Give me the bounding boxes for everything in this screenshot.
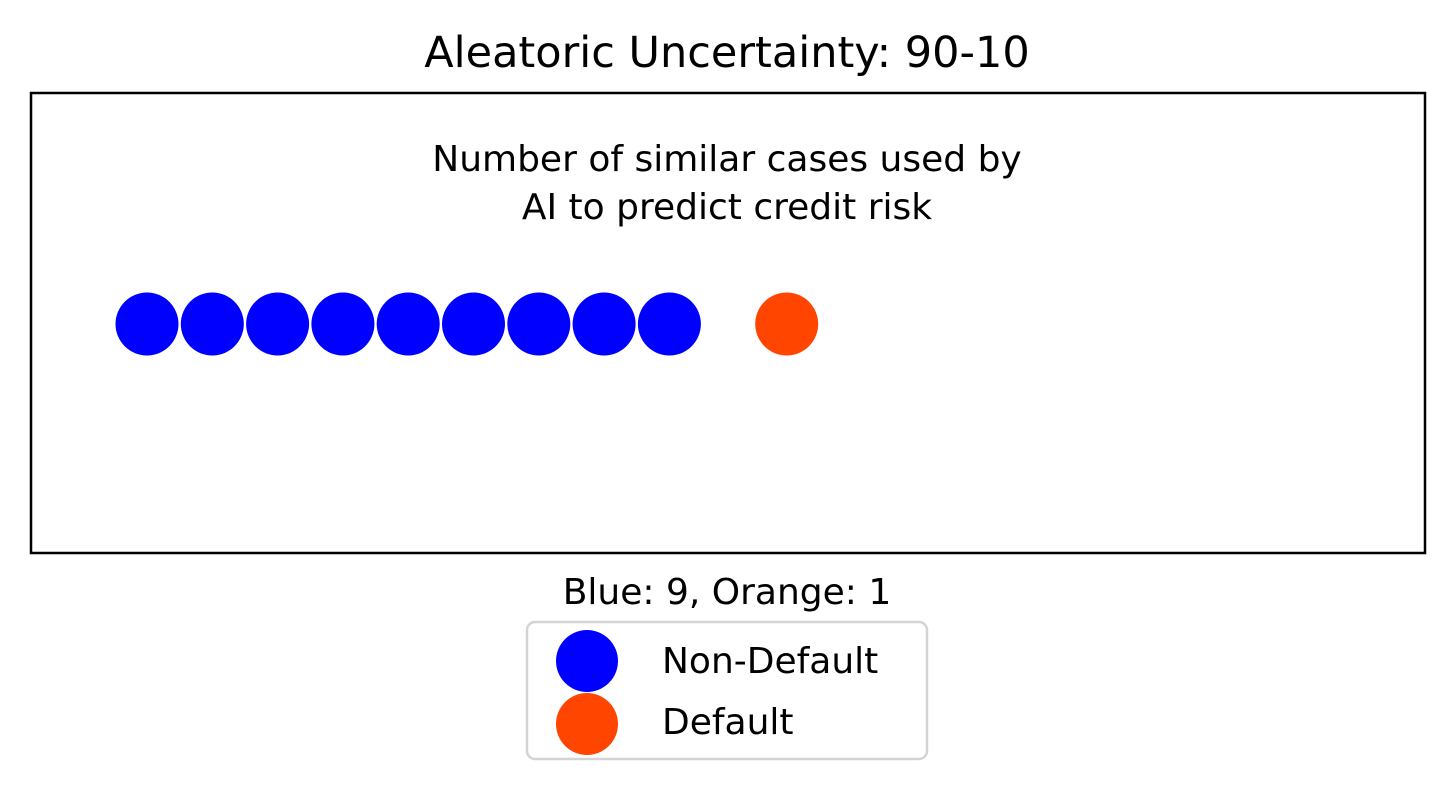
data-points — [115, 292, 819, 356]
legend: Non-Default Default — [525, 620, 929, 761]
annotation-line-1: Number of similar cases used by — [432, 139, 1021, 180]
x-axis-label: Blue: 9, Orange: 1 — [563, 572, 892, 613]
chart-title: Aleatoric Uncertainty: 90-10 — [424, 28, 1029, 78]
point-non-default-9 — [637, 292, 701, 356]
annotation-line-2: AI to predict credit risk — [522, 187, 932, 228]
legend-label-non-default: Non-Default — [662, 641, 878, 682]
point-non-default-6 — [442, 292, 505, 356]
legend-marker-default — [556, 693, 618, 755]
point-non-default-2 — [180, 292, 244, 356]
legend-frame — [525, 620, 929, 761]
point-non-default-7 — [507, 292, 571, 356]
point-non-default-5 — [376, 292, 440, 356]
point-non-default-3 — [246, 292, 310, 356]
point-non-default-4 — [311, 292, 375, 356]
point-non-default-8 — [572, 292, 636, 356]
legend-marker-non-default — [556, 630, 618, 692]
legend-label-default: Default — [662, 702, 794, 743]
point-default-1 — [755, 292, 819, 356]
point-non-default-1 — [115, 292, 179, 356]
